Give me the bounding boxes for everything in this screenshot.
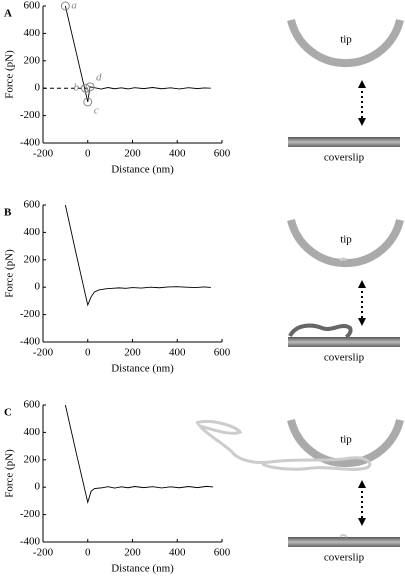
coverslip [288, 137, 400, 147]
tip-label: tip [340, 234, 352, 246]
arrow-head-down [358, 518, 366, 526]
x-tick-label: 200 [124, 148, 141, 160]
y-tick-label: 0 [35, 481, 41, 493]
coverslip-label: coverslip [324, 552, 365, 564]
y-tick-label: 400 [24, 27, 41, 39]
x-tick-label: 600 [214, 148, 231, 160]
arrow-head-down [358, 118, 366, 126]
y-tick-label: 200 [24, 54, 41, 66]
tip [287, 419, 404, 468]
force-curve [64, 5, 211, 103]
tip-label: tip [340, 34, 352, 46]
annotation-marker [81, 83, 91, 93]
tip-label: tip [340, 434, 352, 446]
panel-label: B [4, 207, 12, 219]
y-tick-label: 400 [24, 226, 41, 238]
y-tick-label: 600 [24, 399, 41, 411]
coverslip-label: coverslip [324, 352, 365, 364]
y-tick-label: 200 [24, 453, 41, 465]
annotation-label: d [96, 71, 102, 83]
molecule [195, 419, 372, 471]
x-tick-label: -200 [33, 148, 54, 160]
y-axis-label: Force (pN) [4, 449, 16, 498]
schematic: tip coverslip [287, 19, 404, 164]
x-tick-label: 600 [214, 547, 231, 559]
x-axis-label: Distance (nm) [111, 164, 174, 176]
tip [287, 219, 404, 268]
y-tick-label: -400 [20, 137, 41, 149]
panel-label: C [4, 407, 12, 419]
schematic: tip coverslip [195, 419, 404, 564]
annotation-label: b [74, 82, 80, 94]
molecule-bit [339, 534, 348, 538]
arrow-head-up [358, 80, 366, 88]
tip [287, 19, 404, 68]
y-tick-label: 200 [24, 253, 41, 265]
y-tick-label: -400 [20, 536, 41, 548]
x-tick-label: 200 [124, 547, 141, 559]
annotation-label: c [94, 104, 99, 116]
annotation-label: a [71, 0, 77, 12]
y-tick-label: 600 [24, 0, 41, 12]
schematic: tip coverslip [287, 219, 404, 364]
coverslip [288, 537, 400, 547]
annotation-marker [83, 97, 93, 107]
panel-label: A [4, 8, 12, 20]
y-tick-label: 0 [35, 281, 41, 293]
arrow-head-up [358, 280, 366, 288]
y-tick-label: -200 [20, 308, 41, 320]
x-axis-label: Distance (nm) [111, 563, 174, 575]
x-axis-label: Distance (nm) [111, 363, 174, 375]
arrow-head-down [358, 318, 366, 326]
x-tick-label: -200 [33, 547, 54, 559]
x-tick-label: -200 [33, 347, 54, 359]
y-tick-label: -200 [20, 109, 41, 121]
y-axis-label: Force (pN) [4, 50, 16, 99]
molecule [288, 323, 353, 339]
y-axis-label: Force (pN) [4, 249, 16, 298]
force-curve [64, 204, 211, 307]
coverslip-label: coverslip [324, 152, 365, 164]
x-tick-label: 400 [169, 547, 186, 559]
annotation-marker [85, 82, 95, 92]
x-tick-label: 200 [124, 347, 141, 359]
y-tick-label: -400 [20, 336, 41, 348]
x-tick-label: 400 [169, 347, 186, 359]
force-curve [64, 404, 214, 504]
molecule-bit [339, 257, 348, 262]
x-tick-label: 0 [85, 347, 91, 359]
y-tick-label: 600 [24, 199, 41, 211]
x-tick-label: 0 [85, 547, 91, 559]
y-tick-label: 0 [35, 82, 41, 94]
x-tick-label: 400 [169, 148, 186, 160]
coverslip [288, 337, 400, 347]
y-tick-label: 400 [24, 426, 41, 438]
x-tick-label: 600 [214, 347, 231, 359]
annotation-marker [60, 1, 70, 11]
x-tick-label: 0 [85, 148, 91, 160]
arrow-head-up [358, 480, 366, 488]
y-tick-label: -200 [20, 508, 41, 520]
